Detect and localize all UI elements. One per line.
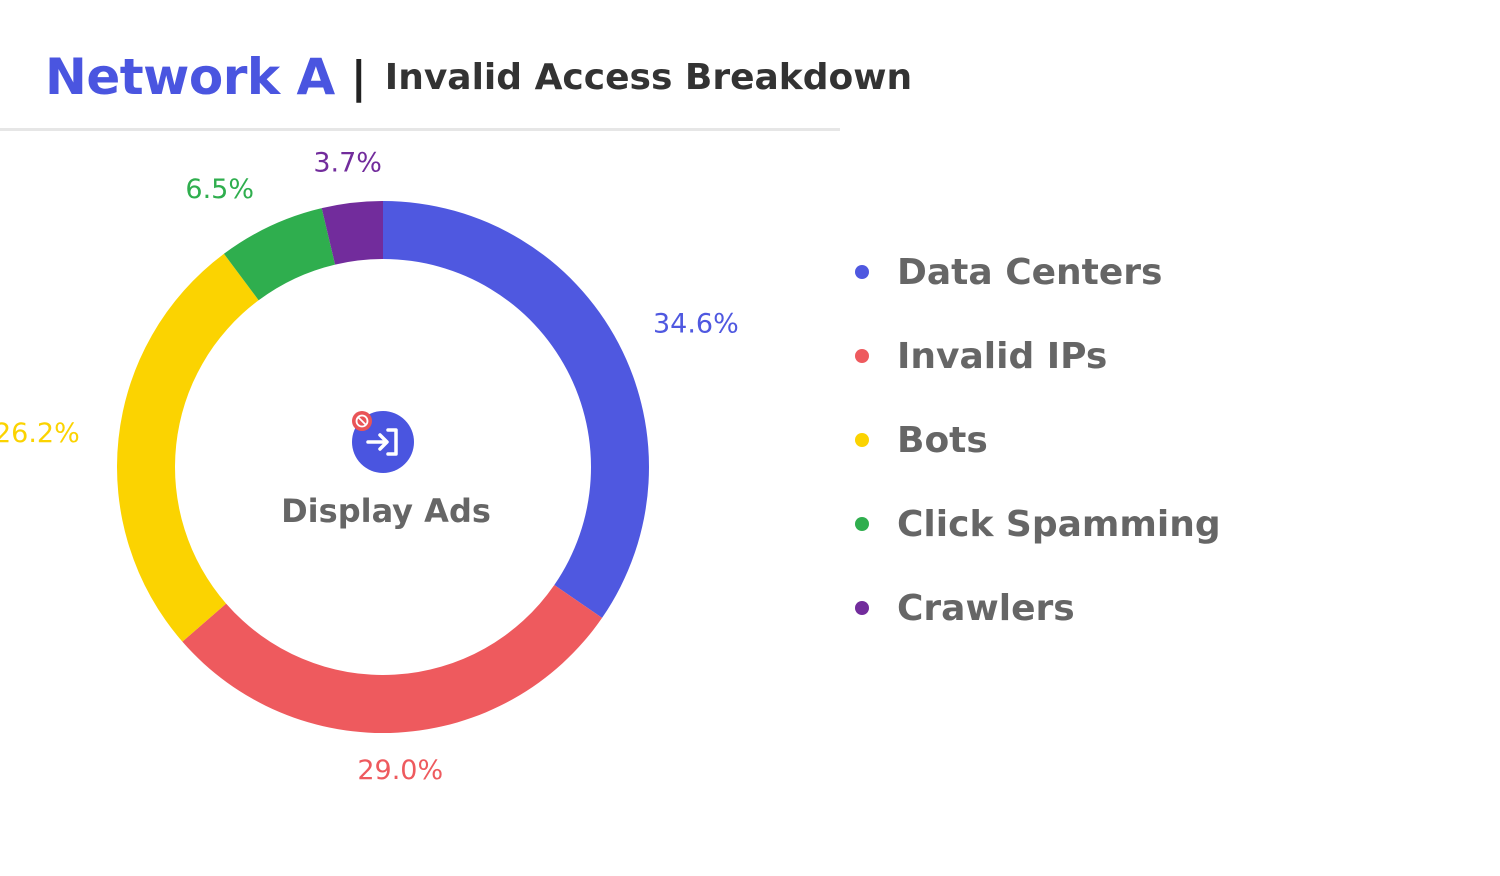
percent-label-crawlers: 3.7% [313, 148, 382, 179]
legend-label: Data Centers [897, 251, 1163, 293]
legend-label: Invalid IPs [897, 335, 1108, 377]
legend-item-bots: Bots [855, 398, 1221, 482]
legend: Data Centers Invalid IPs Bots Click Spammin… [855, 230, 1221, 650]
legend-dot [855, 265, 869, 279]
legend-item-click-spamming: Click Spamming [855, 482, 1221, 566]
blocked-icon [352, 411, 372, 431]
slice-click-spamming [223, 208, 336, 301]
percent-label-data-centers: 34.6% [653, 309, 739, 340]
legend-dot [855, 349, 869, 363]
center-icon [352, 411, 414, 473]
legend-item-invalid-ips: Invalid IPs [855, 314, 1221, 398]
percent-label-invalid-ips: 29.0% [357, 755, 443, 786]
legend-item-crawlers: Crawlers [855, 566, 1221, 650]
slice-bots [116, 253, 259, 642]
slice-invalid-ips [182, 584, 603, 734]
header-divider [0, 128, 840, 131]
legend-dot [855, 433, 869, 447]
title-separator: | [350, 51, 367, 103]
chart-title: Invalid Access Breakdown [384, 56, 913, 98]
slice-data-centers [383, 201, 650, 618]
legend-label: Crawlers [897, 587, 1075, 629]
percent-labels: 34.6% 29.0% 26.2% 6.5% 3.7% [0, 148, 739, 786]
door-glyph [386, 428, 398, 456]
donut-slices [116, 201, 650, 734]
legend-label: Click Spamming [897, 503, 1221, 545]
legend-item-data-centers: Data Centers [855, 230, 1221, 314]
arrow-glyph [366, 433, 389, 451]
legend-dot [855, 601, 869, 615]
network-title: Network A [45, 48, 335, 106]
percent-label-click-spamming: 6.5% [185, 174, 254, 205]
percent-label-bots: 26.2% [0, 418, 80, 449]
chart-header: Network A | Invalid Access Breakdown [45, 42, 912, 112]
center-label: Display Ads [281, 492, 491, 530]
slice-crawlers [321, 201, 383, 265]
legend-dot [855, 517, 869, 531]
legend-label: Bots [897, 419, 988, 461]
donut-chart: 34.6% 29.0% 26.2% 6.5% 3.7% Display Ads [0, 148, 739, 786]
